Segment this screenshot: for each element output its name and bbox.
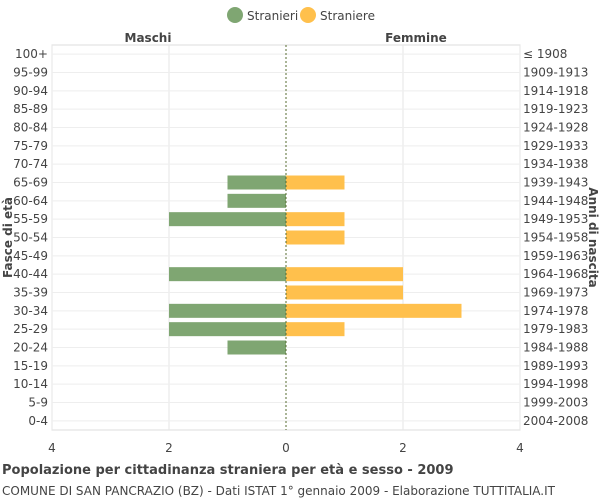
birth-year-label: 1979-1983 (523, 322, 588, 336)
birth-year-label: ≤ 1908 (523, 47, 567, 61)
bar-female-50-54 (286, 230, 345, 245)
legend-label-straniere: Straniere (320, 9, 375, 23)
bar-male-40-44 (169, 267, 286, 282)
age-group-label: 90-94 (13, 84, 48, 98)
age-group-label: 65-69 (13, 176, 48, 190)
bar-female-35-39 (286, 285, 403, 300)
bar-female-55-59 (286, 212, 345, 227)
age-group-label: 15-19 (13, 359, 48, 373)
birth-year-label: 1989-1993 (523, 359, 588, 373)
bar-female-25-29 (286, 322, 345, 337)
age-group-label: 20-24 (13, 341, 48, 355)
age-group-label: 60-64 (13, 194, 48, 208)
age-group-label: 50-54 (13, 231, 48, 245)
age-group-label: 40-44 (13, 267, 48, 281)
birth-year-label: 1984-1988 (523, 341, 588, 355)
birth-year-label: 1969-1973 (523, 286, 588, 300)
x-tick-label: 0 (282, 441, 290, 455)
age-group-label: 75-79 (13, 139, 48, 153)
age-group-label: 35-39 (13, 286, 48, 300)
legend-label-stranieri: Stranieri (247, 9, 298, 23)
age-group-label: 5-9 (28, 396, 48, 410)
birth-year-label: 1994-1998 (523, 377, 588, 391)
x-tick-label: 2 (399, 441, 407, 455)
bar-male-55-59 (169, 212, 286, 227)
population-pyramid-chart: 100+ ≤ 1908 95-99 1909-1913 90-94 1914-1918 85… (1, 7, 600, 455)
age-group-label: 100+ (15, 47, 48, 61)
males-header: Maschi (125, 31, 172, 45)
age-group-label: 25-29 (13, 322, 48, 336)
birth-year-label: 1929-1933 (523, 139, 588, 153)
age-group-label: 10-14 (13, 377, 48, 391)
birth-year-label: 1919-1923 (523, 102, 588, 116)
bar-male-60-64 (227, 193, 286, 208)
birth-year-label: 1954-1958 (523, 231, 588, 245)
birth-year-label: 1949-1953 (523, 212, 588, 226)
bar-male-20-24 (227, 340, 286, 355)
birth-year-label: 1964-1968 (523, 267, 588, 281)
y-axis-title-right: Anni di nascita (586, 187, 600, 287)
age-group-label: 85-89 (13, 102, 48, 116)
bar-male-30-34 (169, 303, 286, 318)
birth-year-label: 2004-2008 (523, 414, 588, 428)
age-group-label: 0-4 (28, 414, 48, 428)
females-header: Femmine (385, 31, 447, 45)
legend-marker-stranieri (227, 7, 243, 23)
bar-female-40-44 (286, 267, 403, 282)
age-group-label: 80-84 (13, 121, 48, 135)
bar-female-30-34 (286, 303, 462, 318)
legend-marker-straniere (300, 7, 316, 23)
x-tick-label: 4 (48, 441, 56, 455)
birth-year-label: 1959-1963 (523, 249, 588, 263)
birth-year-label: 1934-1938 (523, 157, 588, 171)
chart-title: Popolazione per cittadinanza straniera p… (2, 463, 454, 478)
birth-year-label: 1974-1978 (523, 304, 588, 318)
age-group-label: 30-34 (13, 304, 48, 318)
x-tick-label: 4 (516, 441, 524, 455)
birth-year-label: 1999-2003 (523, 396, 588, 410)
chart-subtitle: COMUNE DI SAN PANCRAZIO (BZ) - Dati ISTA… (2, 484, 555, 498)
bar-female-65-69 (286, 175, 345, 190)
y-axis-title-left: Fasce di età (1, 197, 15, 278)
x-tick-label: 2 (165, 441, 173, 455)
bar-male-25-29 (169, 322, 286, 337)
birth-year-label: 1909-1913 (523, 66, 588, 80)
birth-year-label: 1944-1948 (523, 194, 588, 208)
birth-year-label: 1924-1928 (523, 121, 588, 135)
age-group-label: 95-99 (13, 66, 48, 80)
age-group-label: 70-74 (13, 157, 48, 171)
bar-male-65-69 (227, 175, 286, 190)
age-group-label: 45-49 (13, 249, 48, 263)
age-group-label: 55-59 (13, 212, 48, 226)
birth-year-label: 1914-1918 (523, 84, 588, 98)
birth-year-label: 1939-1943 (523, 176, 588, 190)
